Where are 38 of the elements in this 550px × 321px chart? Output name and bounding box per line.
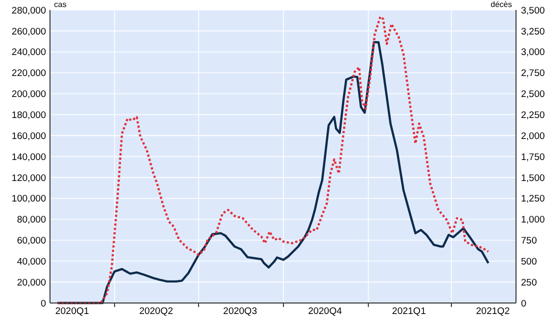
y-tick-label: 80,000 [16, 214, 46, 226]
y-tick-label: 100,000 [12, 194, 46, 205]
y2-tick-label: 2,250 [521, 110, 545, 121]
y2-tick-label: 250 [521, 277, 537, 288]
x-tick-label: 2021Q2 [476, 306, 510, 317]
y2-tick-label: 500 [521, 256, 537, 268]
y-tick-label: 220,000 [12, 68, 46, 80]
x-tick-label: 2020Q4 [308, 306, 342, 317]
y2-tick-label: 3,500 [521, 5, 545, 16]
x-tick-label: 2020Q2 [139, 306, 174, 317]
y2-tick-label: 3,250 [521, 26, 545, 38]
y-tick-label: 200,000 [12, 89, 46, 100]
y-tick-label: 20,000 [16, 277, 46, 288]
x-tick-label: 2020Q3 [223, 306, 257, 317]
y-tick-label: 260,000 [12, 26, 46, 38]
y-tick-label: 0 [40, 298, 46, 310]
y2-tick-label: 2,500 [521, 89, 545, 100]
y-tick-label: 160,000 [12, 130, 46, 142]
y-tick-label: 40,000 [16, 256, 46, 268]
y2-tick-label: 1,000 [521, 214, 545, 226]
x-tick-label: 2021Q1 [392, 306, 426, 317]
y-tick-label: 140,000 [12, 152, 46, 163]
y-tick-label: 280,000 [12, 5, 46, 16]
y-axis-title: cas [54, 0, 66, 9]
y-tick-label: 120,000 [12, 172, 46, 184]
y2-tick-label: 1,750 [521, 152, 545, 163]
y2-axis-title: décès [490, 0, 512, 9]
y2-tick-label: 750 [521, 236, 537, 247]
y-tick-label: 60,000 [16, 236, 46, 247]
y2-tick-label: 2,000 [521, 130, 545, 142]
x-tick-label: 2020Q1 [55, 306, 90, 317]
y-tick-label: 240,000 [12, 47, 46, 58]
y2-tick-label: 1,250 [521, 194, 545, 205]
y2-tick-label: 0 [521, 298, 526, 310]
y2-tick-label: 3,000 [521, 47, 545, 58]
y-tick-label: 180,000 [12, 110, 46, 121]
y2-tick-label: 2,750 [521, 68, 545, 80]
y2-tick-label: 1,500 [521, 172, 545, 184]
